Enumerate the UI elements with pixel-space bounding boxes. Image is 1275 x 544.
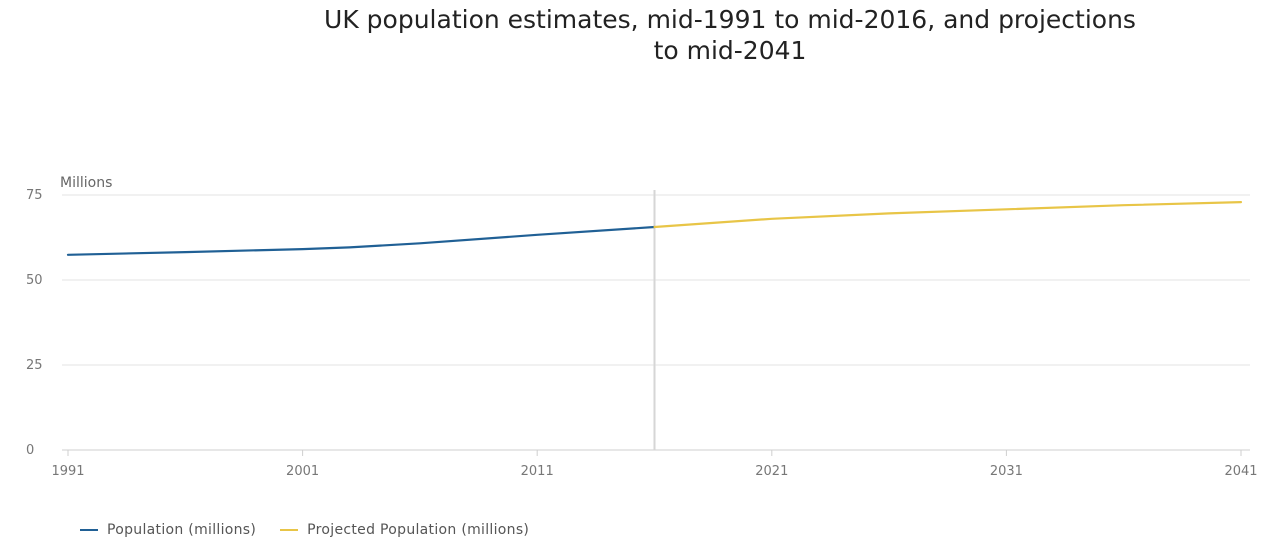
chart-title: UK population estimates, mid-1991 to mid…: [140, 4, 1275, 66]
x-tick-label-1991: 1991: [51, 464, 84, 479]
chart-legend: Population (millions) Projected Populati…: [80, 522, 553, 538]
x-tick-label-2031: 2031: [990, 464, 1023, 479]
y-axis-unit-label: Millions: [60, 175, 112, 191]
legend-item-projected-population[interactable]: Projected Population (millions): [280, 522, 529, 538]
series-line-projected-population: [653, 201, 1243, 229]
legend-label-projected-population: Projected Population (millions): [307, 522, 530, 538]
y-tick-label-25: 25: [26, 358, 43, 373]
x-tick-label-2001: 2001: [286, 464, 319, 479]
y-tick-label-0: 0: [26, 443, 34, 458]
legend-label-population: Population (millions): [107, 522, 257, 538]
legend-swatch-population: [80, 529, 98, 531]
chart-title-line-1: UK population estimates, mid-1991 to mid…: [324, 5, 1136, 34]
x-tick-label-2011: 2011: [521, 464, 554, 479]
legend-swatch-projected-population: [280, 529, 299, 531]
legend-item-population[interactable]: Population (millions): [80, 522, 256, 538]
series-line-population: [66, 225, 656, 256]
chart-title-line-2: to mid-2041: [653, 36, 807, 65]
y-tick-label-75: 75: [26, 188, 43, 203]
x-tick-label-2041: 2041: [1224, 464, 1257, 479]
x-tick-label-2021: 2021: [755, 464, 788, 479]
y-tick-label-50: 50: [26, 273, 43, 288]
